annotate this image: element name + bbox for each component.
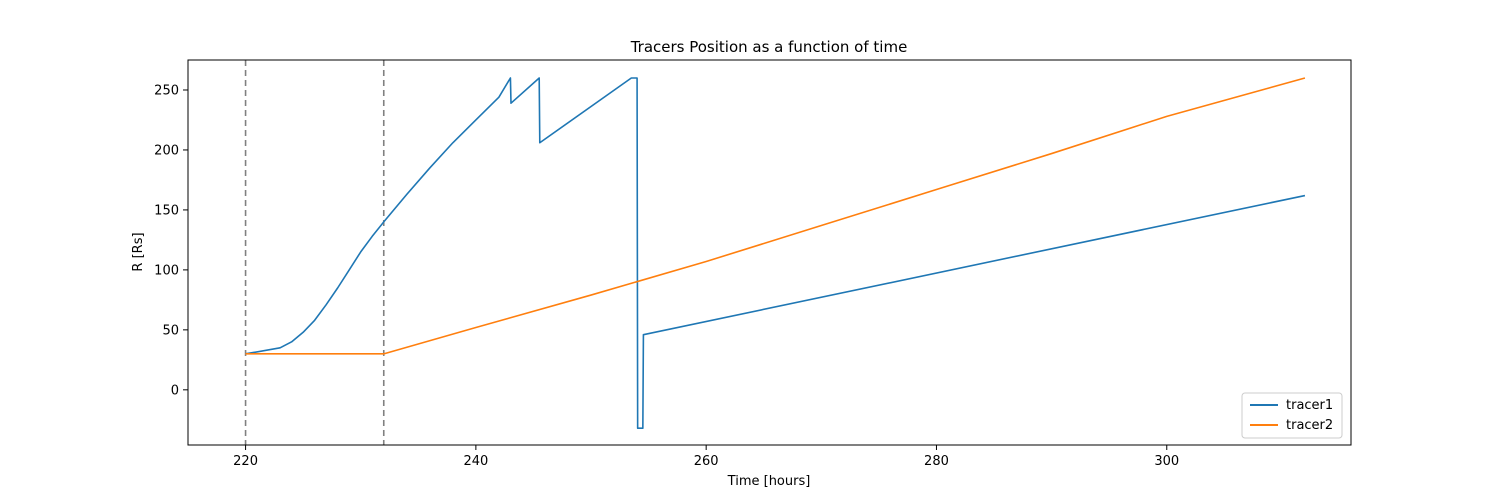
x-tick-label: 300 [1154,454,1179,469]
x-axis-label: Time [hours] [727,474,811,489]
series-line-tracer1 [245,77,1306,430]
legend-label-tracer2: tracer2 [1286,418,1333,433]
y-tick-label: 250 [154,83,179,98]
x-tick-label: 240 [463,454,488,469]
y-tick-label: 0 [171,383,179,398]
y-axis-label: R [Rs] [131,232,146,271]
y-tick-label: 100 [154,263,179,278]
y-tick-label: 150 [154,203,179,218]
chart-title: Tracers Position as a function of time [630,38,908,56]
x-axis-ticks: 220 240 260 280 300 [233,445,1179,469]
y-tick-label: 50 [162,323,179,338]
x-tick-label: 260 [694,454,719,469]
series-line-tracer2 [245,77,1306,355]
x-tick-label: 280 [924,454,949,469]
vertical-markers [244,60,385,445]
y-tick-label: 200 [154,143,179,158]
legend: tracer1 tracer2 [1241,392,1343,439]
plot-frame [187,59,1352,446]
series-lines [245,77,1306,430]
plot-area [187,59,1352,446]
y-axis-ticks: 0 50 100 150 200 250 [154,83,188,398]
legend-label-tracer1: tracer1 [1286,398,1333,413]
x-tick-label: 220 [233,454,258,469]
